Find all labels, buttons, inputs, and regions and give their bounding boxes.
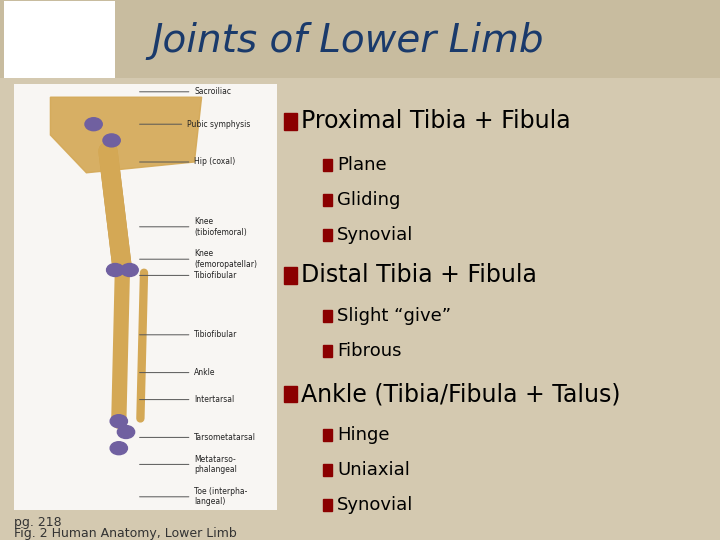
Circle shape (107, 264, 124, 276)
Text: Plane: Plane (337, 156, 387, 174)
Text: pg. 218: pg. 218 (14, 516, 62, 529)
Text: Tarsometatarsal: Tarsometatarsal (140, 433, 256, 442)
Text: Hip (coxal): Hip (coxal) (140, 158, 235, 166)
Text: Synovial: Synovial (337, 226, 413, 244)
Circle shape (85, 118, 102, 131)
Bar (323, 159, 332, 171)
Text: Sacroiliac: Sacroiliac (140, 87, 231, 96)
FancyBboxPatch shape (14, 84, 277, 510)
Bar (323, 229, 332, 241)
Text: Fibrous: Fibrous (337, 342, 402, 360)
Bar (284, 267, 297, 284)
Text: Slight “give”: Slight “give” (337, 307, 451, 325)
Text: Synovial: Synovial (337, 496, 413, 514)
Bar (323, 429, 332, 441)
Bar (323, 310, 332, 322)
Text: Tibiofibular: Tibiofibular (140, 271, 238, 280)
Text: Toe (interpha-
langeal): Toe (interpha- langeal) (140, 487, 248, 507)
Text: Ankle (Tibia/Fibula + Talus): Ankle (Tibia/Fibula + Talus) (301, 382, 621, 406)
FancyBboxPatch shape (4, 1, 115, 78)
FancyBboxPatch shape (0, 0, 720, 78)
Text: Joints of Lower Limb: Joints of Lower Limb (151, 22, 544, 59)
Text: Knee
(tibiofemoral): Knee (tibiofemoral) (140, 217, 247, 237)
Bar (284, 386, 297, 402)
Circle shape (117, 426, 135, 438)
Polygon shape (50, 97, 202, 173)
Bar (323, 345, 332, 357)
Bar (323, 499, 332, 511)
Text: Intertarsal: Intertarsal (140, 395, 235, 404)
Circle shape (103, 134, 120, 147)
Text: Proximal Tibia + Fibula: Proximal Tibia + Fibula (301, 110, 570, 133)
Text: Ankle: Ankle (140, 368, 216, 377)
Text: Knee
(femoropatellar): Knee (femoropatellar) (140, 249, 258, 269)
Text: Gliding: Gliding (337, 191, 400, 209)
Circle shape (121, 264, 138, 276)
Circle shape (110, 442, 127, 455)
Circle shape (110, 415, 127, 428)
Bar (323, 464, 332, 476)
Text: Hinge: Hinge (337, 426, 390, 444)
Text: Metatarso-
phalangeal: Metatarso- phalangeal (140, 455, 238, 474)
Bar (323, 194, 332, 206)
Text: Fig. 2 Human Anatomy, Lower Limb: Fig. 2 Human Anatomy, Lower Limb (14, 527, 237, 540)
Text: Distal Tibia + Fibula: Distal Tibia + Fibula (301, 264, 537, 287)
Bar (284, 113, 297, 130)
Text: Uniaxial: Uniaxial (337, 461, 410, 479)
Text: Pubic symphysis: Pubic symphysis (140, 120, 251, 129)
Text: Tibiofibular: Tibiofibular (140, 330, 238, 339)
